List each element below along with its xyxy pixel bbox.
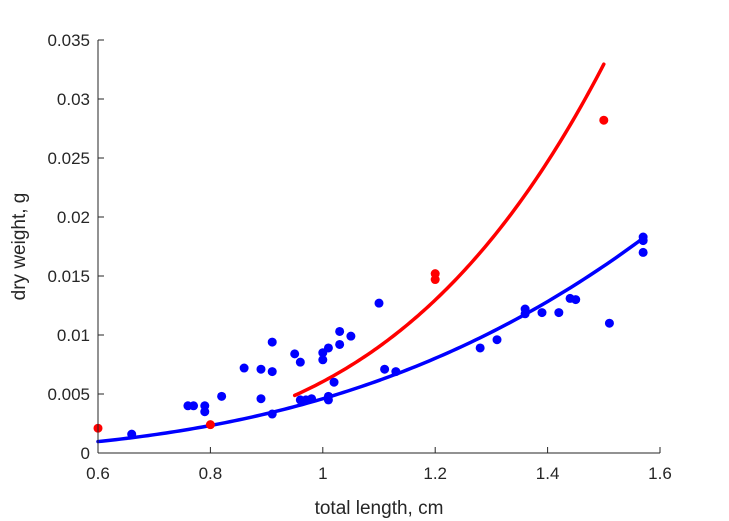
data-point <box>267 337 277 347</box>
x-axis-label: total length, cm <box>315 498 444 519</box>
y-tick-label: 0.03 <box>57 90 90 109</box>
x-ticks: 0.6 0.8 1 1.2 1.4 1.6 <box>86 447 672 483</box>
y-axis-label: dry weight, g <box>9 193 30 301</box>
data-point <box>604 318 614 328</box>
y-tick-label: 0.02 <box>57 208 90 227</box>
data-point <box>256 394 266 404</box>
data-point <box>638 247 648 257</box>
data-points <box>93 115 648 439</box>
data-point <box>335 339 345 349</box>
y-ticks: 0 0.005 0.01 0.015 0.02 0.025 0.03 0.035 <box>47 31 104 463</box>
data-point <box>520 304 530 314</box>
axes <box>97 40 660 454</box>
data-point <box>346 331 356 341</box>
data-point <box>571 295 581 305</box>
data-point <box>492 335 502 345</box>
data-point <box>323 391 333 401</box>
data-point <box>329 377 339 387</box>
fit-curve <box>96 236 645 444</box>
x-tick-label: 1 <box>318 464 327 483</box>
data-point <box>537 308 547 318</box>
data-point <box>391 367 401 377</box>
data-point <box>127 429 137 439</box>
data-point <box>217 391 227 401</box>
data-point <box>200 407 210 417</box>
data-point <box>318 355 328 365</box>
data-point <box>295 357 305 367</box>
y-tick-label: 0.01 <box>57 326 90 345</box>
x-tick-label: 0.6 <box>86 464 110 483</box>
data-point <box>374 298 384 308</box>
data-point <box>554 308 564 318</box>
data-point <box>189 401 199 411</box>
fit-curves <box>96 62 645 444</box>
data-point <box>256 364 266 374</box>
data-point <box>290 349 300 359</box>
data-point <box>380 364 390 374</box>
x-tick-label: 1.4 <box>536 464 560 483</box>
x-tick-label: 1.6 <box>648 464 672 483</box>
x-tick-label: 0.8 <box>199 464 223 483</box>
y-tick-label: 0 <box>81 444 90 463</box>
data-point <box>430 275 440 285</box>
data-point <box>599 115 609 125</box>
y-tick-label: 0.005 <box>47 385 90 404</box>
data-point <box>267 367 277 377</box>
data-point <box>475 343 485 353</box>
y-tick-label: 0.015 <box>47 267 90 286</box>
fit-curve <box>292 62 606 398</box>
data-point <box>267 409 277 419</box>
x-tick-label: 1.2 <box>423 464 447 483</box>
data-point <box>335 326 345 336</box>
data-point <box>307 394 317 404</box>
y-tick-label: 0.035 <box>47 31 90 50</box>
data-point <box>638 236 648 246</box>
data-point <box>239 363 249 373</box>
y-tick-label: 0.025 <box>47 149 90 168</box>
data-point <box>205 420 215 430</box>
data-point <box>323 343 333 353</box>
